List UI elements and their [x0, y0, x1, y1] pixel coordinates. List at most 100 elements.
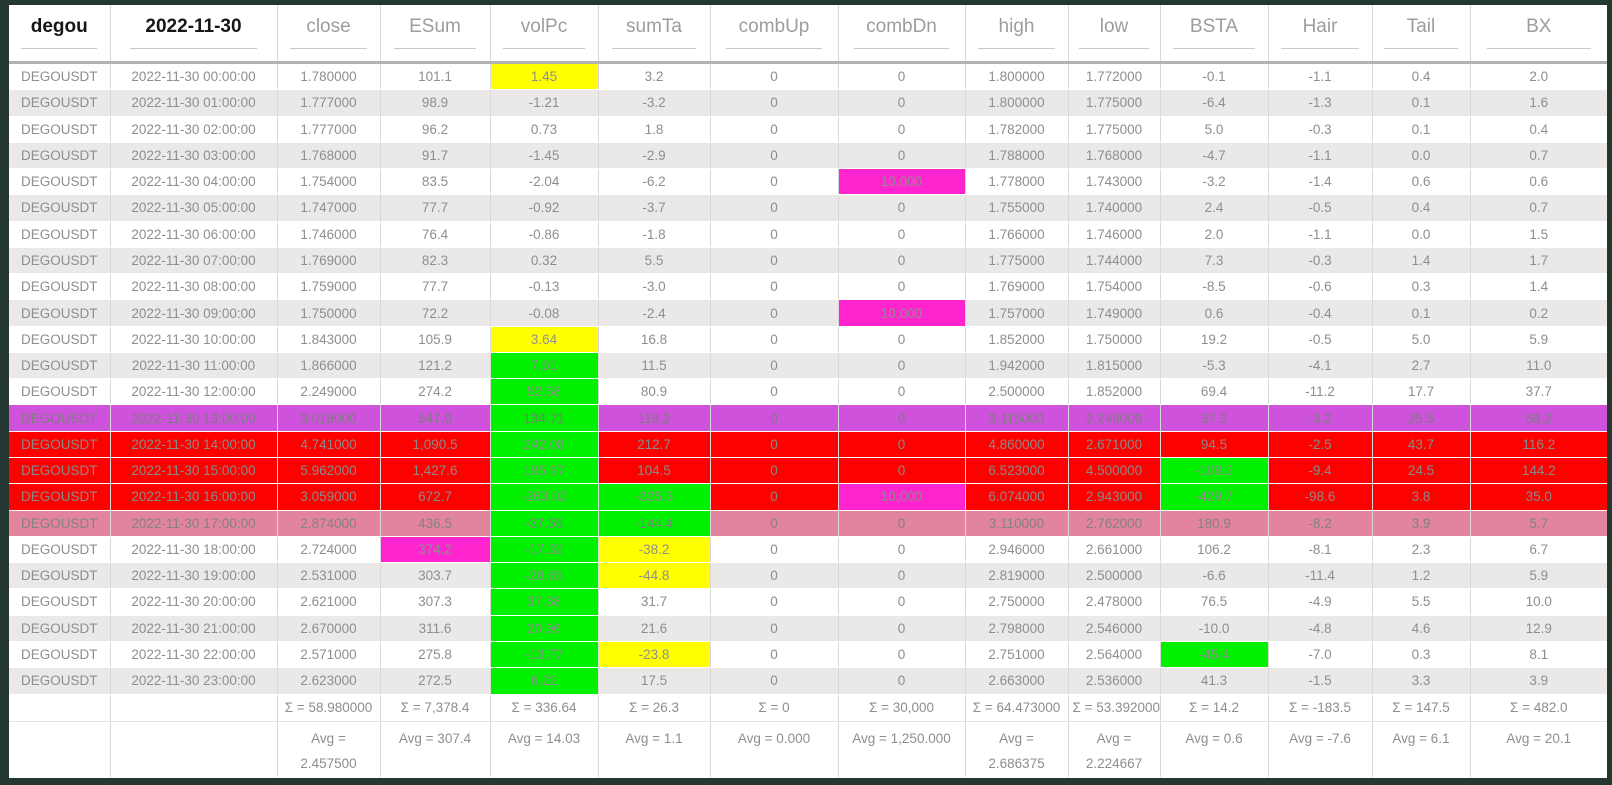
- cell: 1.740000: [1068, 194, 1161, 222]
- cell: 6.523000: [965, 457, 1069, 485]
- cell: -263.02: [490, 483, 599, 511]
- column-header-tail[interactable]: Tail: [1372, 5, 1471, 63]
- cell: 2.621000: [277, 588, 381, 616]
- cell: 2.500000: [965, 378, 1069, 406]
- cell: 1.800000: [965, 62, 1069, 91]
- avg-cell: Avg = 14.03: [490, 721, 599, 778]
- column-header-low[interactable]: low: [1068, 5, 1161, 63]
- cell: 4.6: [1372, 615, 1471, 642]
- column-header-close[interactable]: close: [277, 5, 381, 63]
- cell: 272.5: [380, 667, 491, 695]
- column-header-sumta[interactable]: sumTa: [598, 5, 711, 63]
- cell: 0: [838, 536, 966, 564]
- column-header-volpc[interactable]: volPc: [490, 5, 599, 63]
- header-underline: [1079, 48, 1149, 50]
- cell: -1.1: [1268, 62, 1373, 91]
- column-header-label: degou: [30, 15, 88, 37]
- cell: -8.5: [1160, 273, 1269, 301]
- cell: 303.7: [380, 562, 491, 590]
- cell: 2022-11-30 23:00:00: [110, 667, 278, 695]
- column-header-combup[interactable]: combUp: [710, 5, 839, 63]
- cell: 0.7: [1470, 142, 1607, 170]
- cell: 0: [710, 431, 839, 459]
- column-header-esum[interactable]: ESum: [380, 5, 491, 63]
- cell: 1.768000: [1068, 142, 1161, 170]
- cell: 2022-11-30 14:00:00: [110, 431, 278, 459]
- cell: 2022-11-30 09:00:00: [110, 299, 278, 327]
- cell: 0: [838, 247, 966, 275]
- cell: 242.08: [490, 431, 599, 459]
- cell: 1.4: [1372, 247, 1471, 275]
- cell: DEGOUSDT: [9, 615, 111, 642]
- header-underline: [725, 48, 823, 50]
- cell: 2.0: [1470, 62, 1607, 91]
- cell: 3.059000: [277, 483, 381, 511]
- cell: 3.3: [1372, 667, 1471, 695]
- cell: 1.769000: [277, 247, 381, 275]
- cell: DEGOUSDT: [9, 510, 111, 537]
- cell: 2.946000: [965, 536, 1069, 564]
- cell: 2.536000: [1068, 667, 1161, 695]
- cell: 2022-11-30 19:00:00: [110, 562, 278, 590]
- cell: 0: [710, 273, 839, 301]
- cell: 1.942000: [965, 352, 1069, 380]
- header-underline: [289, 48, 368, 50]
- cell: 1.746000: [1068, 221, 1161, 248]
- column-header-degou[interactable]: degou: [9, 5, 111, 63]
- cell: 2022-11-30 11:00:00: [110, 352, 278, 380]
- table-footer: Σ = 58.980000 Σ = 7,378.4 Σ = 336.64 Σ = 26…: [9, 694, 1607, 778]
- cell: -23.8: [598, 641, 711, 669]
- sum-cell: Σ = 53.392000: [1068, 694, 1161, 722]
- cell: 4.741000: [277, 431, 381, 459]
- cell: 0.2: [1470, 299, 1607, 327]
- cell: 2022-11-30 12:00:00: [110, 378, 278, 406]
- cell: -0.4: [1268, 299, 1373, 327]
- cell: 2022-11-30 06:00:00: [110, 221, 278, 248]
- cell: 7.3: [1160, 247, 1269, 275]
- column-header-hair[interactable]: Hair: [1268, 5, 1373, 63]
- column-header-2022-11-30[interactable]: 2022-11-30: [110, 5, 278, 63]
- cell: 0.1: [1372, 116, 1471, 143]
- cell: 0: [838, 194, 966, 222]
- column-header-bx[interactable]: BX: [1470, 5, 1607, 63]
- column-header-high[interactable]: high: [965, 5, 1069, 63]
- cell: 0.1: [1372, 89, 1471, 117]
- cell: 436.5: [380, 510, 491, 537]
- cell: 3.9: [1372, 510, 1471, 537]
- cell: 0: [838, 273, 966, 301]
- cell: -9.4: [1268, 457, 1373, 485]
- cell: 25.5: [1372, 404, 1471, 432]
- cell: 0.3: [1372, 641, 1471, 669]
- sum-cell: [110, 694, 278, 722]
- cell: -1.5: [1268, 667, 1373, 695]
- avg-cell: [110, 721, 278, 778]
- cell: 2.564000: [1068, 641, 1161, 669]
- cell: 1.778000: [965, 168, 1069, 196]
- cell: 0: [710, 457, 839, 485]
- cell: 37.3: [1160, 404, 1269, 432]
- cell: 16.8: [598, 326, 711, 353]
- column-header-label: Tail: [1406, 15, 1436, 37]
- cell: -38.2: [598, 536, 711, 564]
- cell: 2022-11-30 00:00:00: [110, 62, 278, 91]
- cell: 37.7: [1470, 378, 1607, 406]
- cell: 307.3: [380, 588, 491, 616]
- cell: 1.775000: [965, 247, 1069, 275]
- table-row: DEGOUSDT 2022-11-30 02:00:00 1.777000 96.2 0…: [9, 116, 1607, 143]
- cell: 195.97: [490, 457, 599, 485]
- sum-cell: Σ = 7,378.4: [380, 694, 491, 722]
- cell: 10,000: [838, 299, 966, 327]
- cell: 80.9: [598, 378, 711, 406]
- cell: 0: [838, 457, 966, 485]
- cell: 69.4: [1160, 378, 1269, 406]
- cell: 1.852000: [1068, 378, 1161, 406]
- header-row: degou 2022-11-30 close ESum volPc sumTa combUp…: [9, 5, 1607, 63]
- cell: DEGOUSDT: [9, 299, 111, 327]
- column-header-combdn[interactable]: combDn: [838, 5, 966, 63]
- table-row: DEGOUSDT 2022-11-30 05:00:00 1.747000 77.7-…: [9, 194, 1607, 222]
- cell: 19.2: [1160, 326, 1269, 353]
- column-header-bsta[interactable]: BSTA: [1160, 5, 1269, 63]
- cell: -0.1: [1160, 62, 1269, 91]
- cell: -1.4: [1268, 168, 1373, 196]
